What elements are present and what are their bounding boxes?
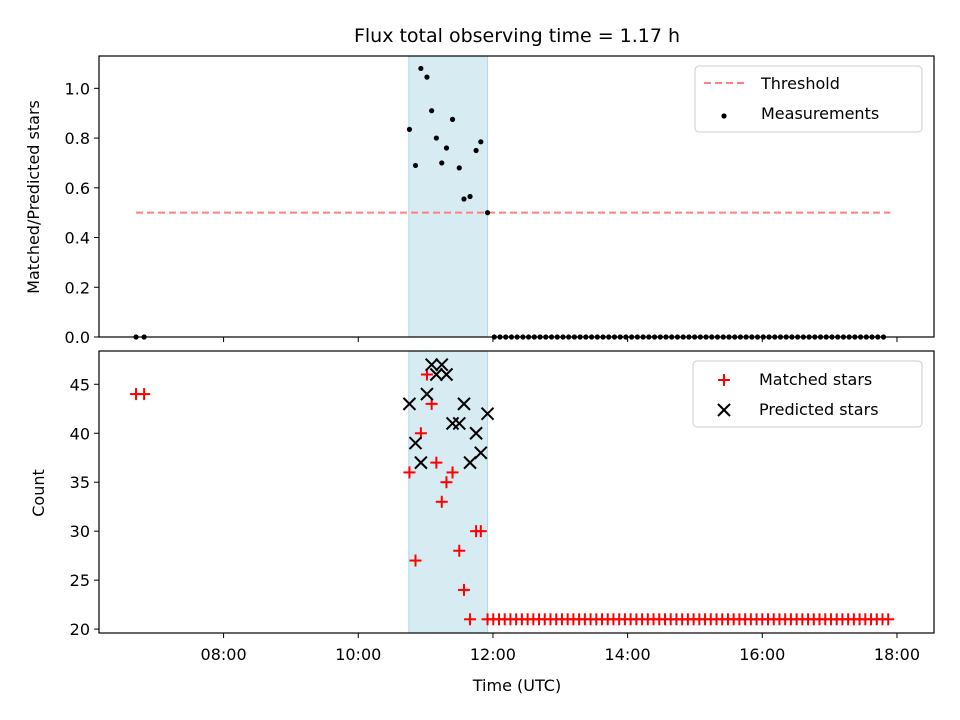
measurement-point <box>424 74 430 80</box>
matched-star-point <box>403 466 416 479</box>
y-tick-label: 20 <box>70 620 90 639</box>
matched-star-points <box>130 368 895 626</box>
bottom-y-axis-label: Count <box>29 469 48 517</box>
bottom-legend-box <box>692 360 923 428</box>
measurement-point <box>443 145 450 151</box>
legend-measurements-label: Measurements <box>761 104 879 123</box>
y-tick-label: 1.0 <box>65 79 90 98</box>
x-tick-label: 18:00 <box>874 645 920 664</box>
measurement-point <box>456 165 462 171</box>
measurement-point <box>449 116 456 123</box>
x-tick-label: 12:00 <box>470 645 516 664</box>
x-tick-label: 14:00 <box>605 645 651 664</box>
matched-star-point <box>430 456 443 469</box>
bottom-x-ticks: 08:00 10:00 12:00 14:00 16:00 18:00 <box>201 633 920 664</box>
y-tick-label: 0.4 <box>65 229 90 248</box>
bottom-legend: Matched stars Predicted stars <box>692 360 923 428</box>
predicted-star-point <box>474 446 488 460</box>
predicted-star-point <box>469 426 483 440</box>
predicted-star-point <box>435 358 449 372</box>
y-tick-label: 0.0 <box>65 328 90 347</box>
measurement-point <box>412 162 419 169</box>
legend-predicted-swatch <box>717 403 731 417</box>
predicted-star-point <box>429 367 444 382</box>
top-legend-box <box>694 65 923 133</box>
matched-star-point <box>474 525 487 538</box>
legend-measurements-swatch <box>721 113 727 119</box>
top-legend: Threshold Measurements <box>694 65 923 133</box>
measurement-point <box>473 147 479 154</box>
bottom-y-ticks: 20 25 30 35 40 45 <box>70 375 99 639</box>
y-tick-label: 45 <box>70 375 90 394</box>
predicted-star-point <box>414 455 428 470</box>
predicted-star-point <box>480 406 495 421</box>
x-tick-label: 10:00 <box>335 645 381 664</box>
predicted-star-point <box>408 436 423 450</box>
matched-star-point <box>882 613 895 626</box>
measurement-point <box>429 108 435 114</box>
measurement-point <box>484 210 491 216</box>
legend-matched-label: Matched stars <box>759 370 872 389</box>
matched-star-point <box>457 583 470 596</box>
x-tick-label: 16:00 <box>739 645 785 664</box>
y-tick-label: 25 <box>70 571 90 590</box>
bottom-axes-frame <box>98 350 935 634</box>
y-tick-label: 0.2 <box>65 278 90 297</box>
legend-matched-swatch <box>718 374 730 386</box>
predicted-star-points <box>402 358 495 470</box>
top-y-ticks: 0.0 0.2 0.4 0.6 0.8 1.0 <box>65 79 99 347</box>
chart-title: Flux total observing time = 1.17 h <box>354 25 680 47</box>
matched-star-point <box>138 388 151 401</box>
measurement-point <box>406 126 413 132</box>
y-tick-label: 0.6 <box>65 179 90 198</box>
measurement-point <box>433 135 439 141</box>
top-x-ticks <box>223 337 898 342</box>
top-y-axis-label: Matched/Predicted stars <box>24 100 43 294</box>
matched-star-point <box>464 613 477 626</box>
matched-star-point <box>453 544 466 557</box>
top-shaded-span <box>408 55 489 338</box>
predicted-star-point <box>420 387 434 401</box>
measurement-point <box>478 139 484 145</box>
predicted-star-point <box>439 367 454 382</box>
top-axes-frame <box>98 55 935 338</box>
matched-star-point <box>440 476 453 489</box>
predicted-star-point <box>457 397 471 411</box>
predicted-star-point <box>424 358 439 372</box>
y-tick-label: 35 <box>70 473 90 492</box>
x-tick-label: 08:00 <box>201 645 247 664</box>
y-tick-label: 30 <box>70 522 90 541</box>
legend-threshold-label: Threshold <box>760 74 840 93</box>
measurement-point <box>418 65 424 72</box>
x-axis-label: Time (UTC) <box>472 676 561 695</box>
y-tick-label: 40 <box>70 424 90 443</box>
predicted-star-point <box>402 397 417 411</box>
measurement-point <box>461 196 467 202</box>
matched-star-point <box>446 466 459 479</box>
matched-star-point <box>409 554 422 567</box>
measurement-point <box>467 193 473 200</box>
predicted-star-point <box>463 455 477 470</box>
predicted-star-point <box>452 416 466 431</box>
y-tick-label: 0.8 <box>65 129 90 148</box>
bottom-panel: 20 25 30 35 40 45 08:00 10:00 12:00 14:00 16:00 18… <box>29 350 935 695</box>
legend-predicted-label: Predicted stars <box>759 400 879 419</box>
top-panel: 0.0 0.2 0.4 0.6 0.8 1.0 Matched/Predicted sta… <box>24 55 935 347</box>
matched-star-point <box>435 495 448 508</box>
measurement-point <box>439 160 445 166</box>
bottom-shaded-span <box>408 350 489 634</box>
